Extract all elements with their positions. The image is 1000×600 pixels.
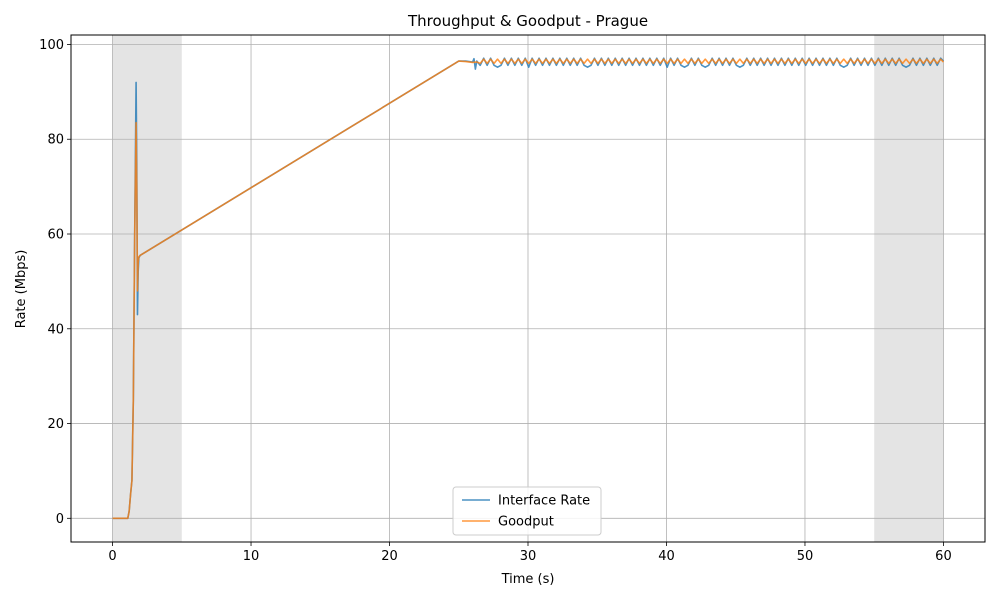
x-tick-label: 60 (935, 549, 952, 564)
y-tick-label: 60 (47, 228, 64, 243)
x-tick-label: 30 (520, 549, 537, 564)
y-tick-label: 0 (56, 512, 64, 527)
chart-title: Throughput & Goodput - Prague (407, 12, 648, 30)
x-tick-label: 50 (797, 549, 814, 564)
legend-box (452, 486, 602, 536)
series-layer (112, 57, 945, 520)
y-tick-label: 100 (39, 38, 64, 53)
legend-label: Goodput (498, 515, 554, 530)
x-tick-label: 20 (381, 549, 398, 564)
y-tick-label: 20 (47, 417, 64, 432)
x-tick-label: 40 (658, 549, 675, 564)
y-axis-label: Rate (Mbps) (14, 250, 29, 329)
y-tick-label: 40 (47, 322, 64, 337)
series-line-2 (112, 58, 945, 520)
x-tick-label: 10 (243, 549, 260, 564)
legend-label: Interface Rate (498, 494, 590, 509)
x-axis: 0 10 20 30 40 50 60 (108, 542, 952, 564)
shaded-regions (112, 35, 944, 542)
x-tick-label: 0 (108, 549, 116, 564)
shaded-region-1 (112, 35, 182, 542)
legend: Interface Rate Goodput (452, 486, 602, 536)
y-axis: 0 20 40 60 80 100 (39, 38, 71, 527)
y-tick-label: 80 (47, 133, 64, 148)
x-axis-label: Time (s) (501, 572, 555, 587)
shaded-region-2 (874, 35, 944, 542)
grid (71, 35, 985, 542)
